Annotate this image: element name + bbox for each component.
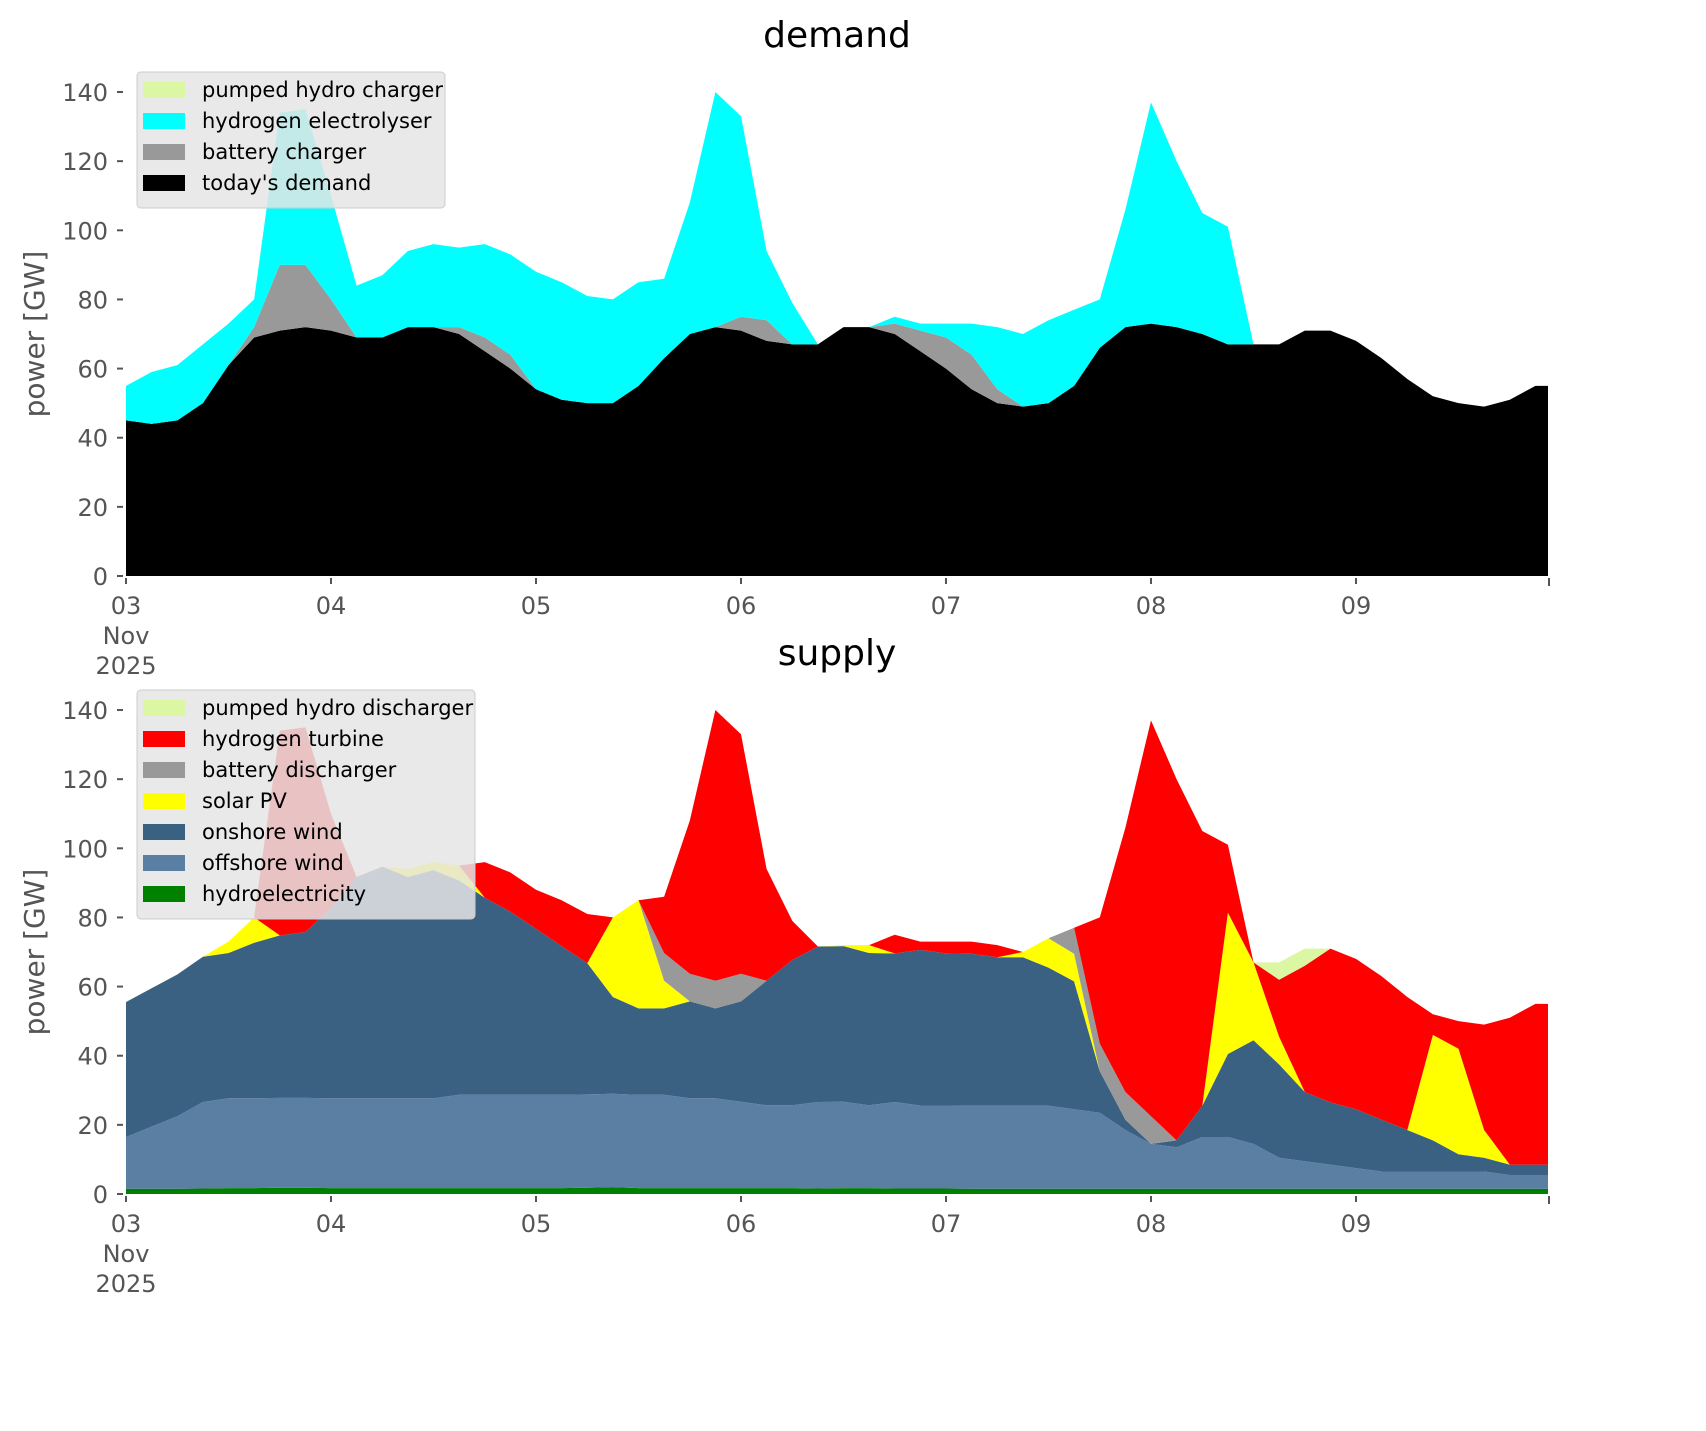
legend-swatch [143,793,185,809]
y-tick-label: 0 [93,563,108,591]
supply-areas [126,710,1548,1194]
demand-areas [126,92,1548,576]
legend-label: pumped hydro discharger [202,696,473,720]
supply-legend: pumped hydro discharger hydrogen turbine b… [136,689,476,920]
y-tick-label: 140 [62,79,108,107]
legend-swatch [143,82,185,98]
y-tick-label: 0 [93,1181,108,1209]
y-tick-label: 100 [62,217,108,245]
legend-swatch [143,175,185,191]
legend-swatch [143,700,185,716]
y-tick-label: 120 [62,766,108,794]
x-tick-label: 03 [111,1210,142,1238]
legend-label: today's demand [202,171,371,195]
demand-y-ticks: 0 20 40 60 80 100 120 140 [62,79,123,591]
demand-area-today-s-demand [126,323,1548,576]
legend-label: hydrogen turbine [202,727,384,751]
x-tick-label: 05 [521,1210,552,1238]
legend-swatch [143,855,185,871]
y-tick-label: 140 [62,697,108,725]
legend-box [136,71,446,209]
x-tick-label: 08 [1136,592,1167,620]
y-tick-label: 100 [62,835,108,863]
y-tick-label: 40 [77,425,108,453]
legend-label: solar PV [202,789,287,813]
supply-panel: supply power [GW] 0 20 40 60 80 100 120 140 03N… [18,633,1550,1298]
legend-swatch [143,144,185,160]
legend-label: hydrogen electrolyser [202,109,432,133]
legend-label: pumped hydro charger [202,78,443,102]
y-tick-label: 20 [77,1112,108,1140]
x-tick-label: 06 [726,592,757,620]
demand-legend: pumped hydro charger hydrogen electrolyse… [136,71,446,209]
supply-area-hydroelectricity [126,1187,1548,1194]
x-tick-label: 07 [931,592,962,620]
legend-swatch [143,731,185,747]
legend-label: hydroelectricity [202,882,366,906]
x-tick-label: Nov [103,622,150,650]
y-tick-label: 40 [77,1043,108,1071]
demand-area-hydrogen-electrolyser [126,92,1548,424]
x-tick-label: 2025 [95,1270,156,1298]
supply-y-ticks: 0 20 40 60 80 100 120 140 [62,697,123,1209]
y-tick-label: 20 [77,494,108,522]
legend-swatch [143,824,185,840]
y-tick-label: 120 [62,148,108,176]
supply-area-hydrogen-turbine [126,710,1548,1165]
x-tick-label: 04 [316,592,347,620]
y-tick-label: 60 [77,356,108,384]
x-tick-label: 05 [521,592,552,620]
x-tick-label: 08 [1136,1210,1167,1238]
x-tick-label: 06 [726,1210,757,1238]
legend-label: onshore wind [202,820,343,844]
supply-title: supply [778,633,897,674]
x-tick-label: Nov [103,1240,150,1268]
legend-swatch [143,762,185,778]
x-tick-label: 09 [1341,592,1372,620]
x-tick-label: 2025 [95,652,156,680]
demand-title: demand [763,15,911,56]
supply-area-onshore-wind [126,866,1548,1175]
legend-swatch [143,113,185,129]
legend-label: battery discharger [202,758,397,782]
y-tick-label: 80 [77,904,108,932]
supply-y-axis-label: power [GW] [18,869,51,1036]
legend-label: battery charger [202,140,367,164]
legend-box [136,689,476,920]
x-tick-label: 03 [111,592,142,620]
x-tick-label: 09 [1341,1210,1372,1238]
legend-label: offshore wind [202,851,344,875]
y-tick-label: 60 [77,974,108,1002]
y-tick-label: 80 [77,286,108,314]
legend-swatch [143,886,185,902]
demand-y-axis-label: power [GW] [18,251,51,418]
x-tick-label: 07 [931,1210,962,1238]
x-tick-label: 04 [316,1210,347,1238]
supply-area-offshore-wind [126,1093,1548,1189]
demand-panel: demand power [GW] 0 20 40 60 80 100 120 140 03N… [18,15,1550,680]
supply-area-solar-pv [126,862,1548,1165]
